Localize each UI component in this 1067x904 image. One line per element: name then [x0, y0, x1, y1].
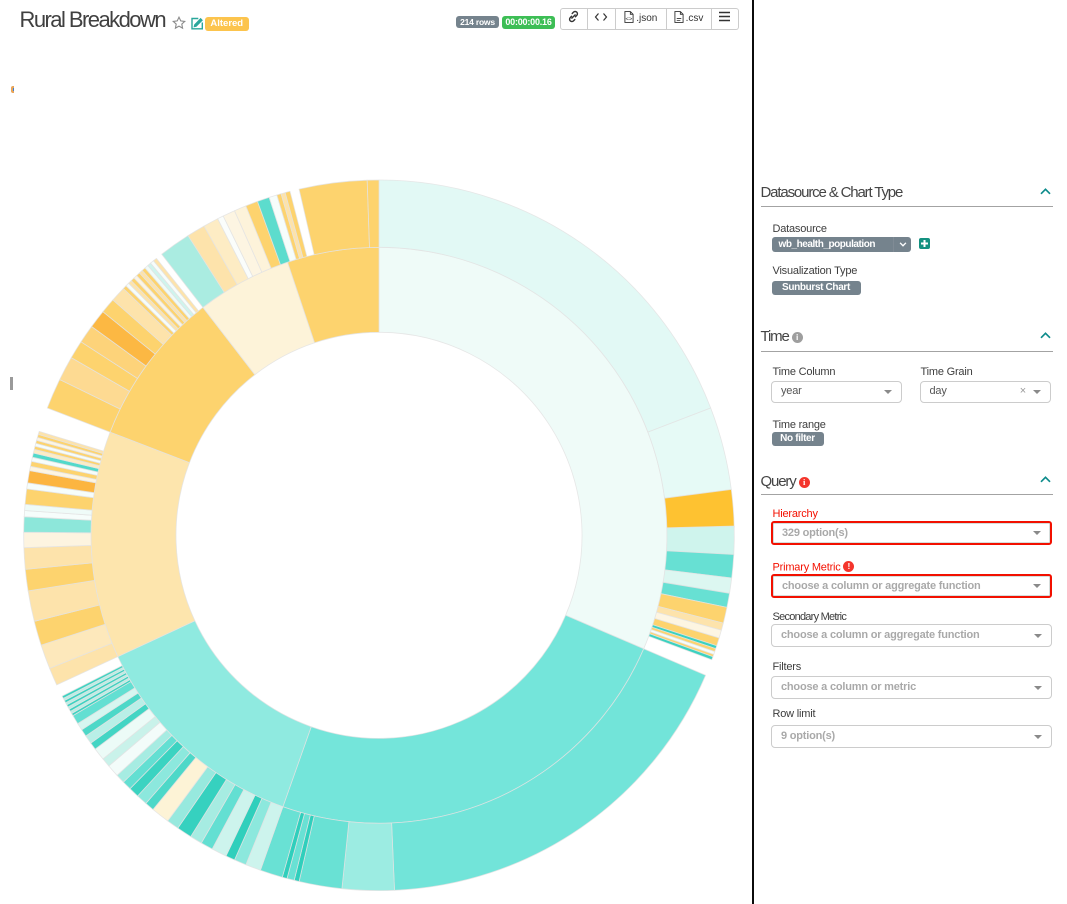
- svg-text:<>: <>: [626, 17, 633, 23]
